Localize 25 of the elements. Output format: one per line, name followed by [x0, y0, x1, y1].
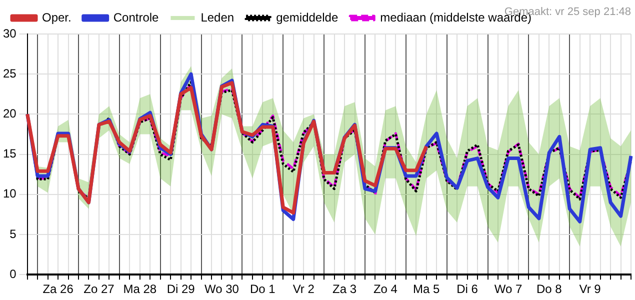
x-tick-label: Di 29 — [166, 282, 196, 296]
x-tick-label: Do 1 — [250, 282, 276, 296]
x-tick-label: Za 3 — [332, 282, 357, 296]
y-tick-label: 20 — [2, 106, 17, 121]
y-tick-label: 0 — [10, 266, 17, 281]
y-tick-label: 30 — [2, 26, 17, 40]
x-tick-label: Zo 27 — [84, 282, 115, 296]
legend-label: Leden — [200, 10, 234, 24]
x-tick-label: Do 8 — [536, 282, 562, 296]
legend-label: Controle — [113, 10, 160, 24]
x-tick-label: Vr 9 — [579, 282, 602, 296]
x-tick-label: Zo 4 — [373, 282, 398, 296]
y-tick-label: 5 — [10, 226, 17, 241]
legend-label: Oper. — [42, 10, 72, 24]
y-tick-label: 10 — [2, 186, 17, 201]
x-tick-label: Ma 28 — [123, 282, 157, 296]
x-tick-label: Di 6 — [456, 282, 478, 296]
x-tick-label: Vr 2 — [292, 282, 315, 296]
x-tick-label: Wo 30 — [204, 282, 240, 296]
x-tick-label: Za 26 — [42, 282, 74, 296]
legend-label: gemiddelde — [276, 10, 338, 24]
y-tick-label: 25 — [2, 66, 17, 80]
x-tick-label: Wo 7 — [494, 282, 522, 296]
x-tick-label: Ma 5 — [413, 282, 440, 296]
y-tick-label: 15 — [2, 146, 17, 161]
